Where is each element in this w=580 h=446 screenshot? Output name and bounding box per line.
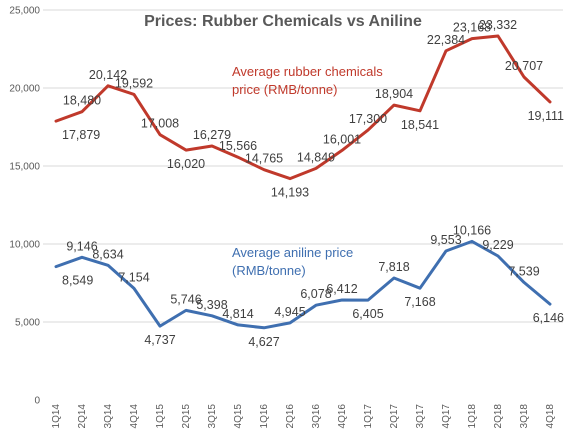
x-tick-label: 4Q17 [441,404,452,429]
x-tick-label: 2Q15 [181,404,192,429]
y-tick-label: 15,000 [9,162,40,173]
rubber-data-label: 18,541 [401,118,439,132]
aniline-data-label: 7,154 [118,270,149,284]
aniline-data-label: 5,398 [196,298,227,312]
rubber-data-label: 16,001 [323,132,361,146]
x-tick-label: 3Q16 [311,404,322,429]
x-tick-label: 1Q15 [155,404,166,429]
rubber-data-label: 20,142 [89,68,127,82]
rubber-data-label: 22,384 [427,33,465,47]
y-tick-label: 25,000 [9,6,40,17]
x-tick-label: 1Q16 [259,404,270,429]
aniline-data-label: 6,412 [326,282,357,296]
chart-title: Prices: Rubber Chemicals vs Aniline [144,13,422,30]
aniline-data-label: 9,146 [66,239,97,253]
x-axis-ticks: 1Q14 2Q14 3Q14 4Q14 1Q15 2Q15 3Q15 4Q15 1Q16 2Q16… [51,404,556,429]
aniline-data-label: 7,539 [508,264,539,278]
aniline-data-label: 7,168 [404,295,435,309]
aniline-data-label: 7,818 [378,260,409,274]
x-tick-label: 2Q18 [493,404,504,429]
series-annotation: Average aniline price [232,245,353,260]
x-tick-label: 1Q14 [51,404,62,429]
x-tick-label: 4Q18 [545,404,556,429]
rubber-chemicals-line [54,34,552,181]
x-tick-label: 2Q16 [285,404,296,429]
x-tick-label: 1Q18 [467,404,478,429]
rubber-data-label: 18,480 [63,94,101,108]
rubber-data-label: 17,008 [141,117,179,131]
aniline-line [54,239,552,330]
rubber-data-label: 19,592 [115,76,153,90]
rubber-data-label: 23,332 [479,18,517,32]
aniline-data-label: 10,166 [453,223,491,237]
aniline-data-label: 4,737 [144,333,175,347]
series-annotations: Average rubber chemicals price (RMB/tonne… [232,64,383,278]
y-tick-label: 5,000 [15,318,40,329]
aniline-data-label: 4,814 [222,307,253,321]
x-tick-label: 3Q15 [207,404,218,429]
y-axis-ticks: 0 5,000 10,000 15,000 20,000 25,000 [9,6,40,407]
x-tick-label: 3Q14 [103,404,114,429]
x-tick-label: 3Q18 [519,404,530,429]
rubber-data-label: 14,849 [297,150,335,164]
y-tick-label: 0 [34,396,40,407]
rubber-data-label: 17,300 [349,112,387,126]
y-tick-label: 20,000 [9,84,40,95]
x-tick-label: 4Q14 [129,404,140,429]
series-annotation: price (RMB/tonne) [232,82,337,97]
aniline-data-label: 6,146 [533,311,564,325]
x-tick-label: 4Q16 [337,404,348,429]
aniline-data-label: 4,945 [274,305,305,319]
rubber-data-label: 14,193 [271,186,309,200]
x-tick-label: 2Q17 [389,404,400,429]
series-lines [54,34,552,330]
rubber-data-label: 16,279 [193,128,231,142]
rubber-data-label: 15,566 [219,139,257,153]
rubber-data-label: 14,765 [245,152,283,166]
aniline-data-label: 6,078 [300,287,331,301]
aniline-data-label: 8,549 [62,274,93,288]
x-tick-label: 1Q17 [363,404,374,429]
aniline-data-label: 9,553 [430,233,461,247]
series-annotation: Average rubber chemicals [232,64,383,79]
rubber-data-label: 19,111 [528,109,564,123]
rubber-data-label: 18,904 [375,87,413,101]
aniline-data-label: 8,634 [92,247,123,261]
series-annotation: (RMB/tonne) [232,263,306,278]
rubber-data-label: 16,020 [167,157,205,171]
aniline-data-label: 5,746 [170,292,201,306]
rubber-data-label: 17,879 [62,128,100,142]
y-tick-label: 10,000 [9,240,40,251]
x-tick-label: 2Q14 [77,404,88,429]
aniline-data-label: 9,229 [482,238,513,252]
aniline-data-label: 6,405 [352,307,383,321]
x-tick-label: 3Q17 [415,404,426,429]
x-tick-label: 4Q15 [233,404,244,429]
aniline-data-label: 4,627 [248,335,279,349]
rubber-data-label: 23,168 [453,21,491,35]
rubber-data-label: 20,707 [505,59,543,73]
